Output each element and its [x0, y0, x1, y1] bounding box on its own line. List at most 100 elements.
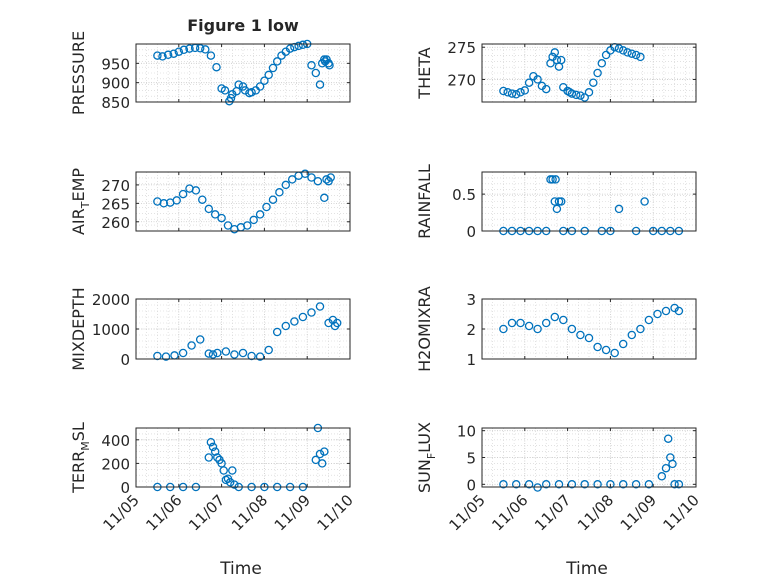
y-tick-label: 2	[466, 321, 476, 339]
data-point	[663, 434, 673, 443]
data-point	[223, 221, 233, 230]
axes-box	[135, 171, 351, 232]
data-point	[255, 210, 265, 219]
data-point	[179, 45, 189, 55]
y-tick-label: 0.5	[452, 186, 476, 204]
data-point	[559, 315, 568, 325]
data-point	[170, 351, 179, 360]
x-tick-label: 11/08	[574, 491, 617, 534]
data-point	[576, 330, 585, 340]
data-point	[219, 466, 228, 475]
x-tick-label: 11/05	[100, 491, 143, 534]
data-point	[322, 175, 331, 184]
data-point	[516, 88, 525, 97]
data-point	[507, 318, 517, 328]
data-point	[206, 51, 216, 60]
data-point	[311, 455, 321, 465]
data-point	[201, 45, 210, 54]
data-point	[178, 189, 188, 199]
data-point	[290, 317, 299, 326]
y-tick-label: 0	[120, 351, 130, 369]
data-point	[601, 345, 611, 355]
data-point	[307, 173, 316, 182]
data-point	[159, 199, 169, 208]
data-point	[268, 63, 278, 73]
data-point	[285, 44, 295, 53]
data-point	[298, 312, 308, 322]
data-point	[576, 91, 585, 100]
data-point	[315, 449, 325, 459]
data-point	[317, 459, 327, 468]
data-point	[541, 84, 551, 94]
data-point	[268, 195, 278, 204]
data-point	[234, 80, 243, 89]
data-point	[516, 318, 525, 328]
data-point	[311, 68, 321, 78]
data-point	[191, 186, 201, 195]
y-axis-label: PRESSURE	[69, 31, 88, 115]
data-point	[584, 333, 594, 343]
y-axis-label: H2OMIXRA	[415, 286, 434, 372]
data-point	[255, 352, 265, 361]
y-tick-label: 265	[101, 195, 130, 213]
data-point	[571, 90, 581, 100]
data-point	[556, 55, 566, 65]
data-point	[260, 76, 269, 85]
data-point	[272, 327, 282, 337]
data-point	[580, 480, 589, 489]
data-point	[541, 480, 551, 489]
x-tick-label: 11/07	[185, 491, 228, 534]
data-point	[610, 348, 619, 358]
y-axis-label: AIRTEMP	[69, 168, 92, 235]
data-point	[653, 309, 662, 319]
data-point	[185, 44, 194, 53]
data-point	[247, 351, 256, 361]
data-point	[548, 175, 557, 184]
y-tick-label: 0	[466, 223, 476, 241]
y-axis-label: TERRMSL	[69, 422, 92, 494]
data-point	[208, 442, 218, 452]
x-tick-label: 11/05	[446, 491, 489, 534]
data-point	[315, 302, 325, 311]
data-point	[614, 204, 624, 214]
axes-box	[481, 43, 697, 103]
data-point	[298, 40, 308, 50]
subplot-7: 0 200 400 TERRMSL 11/05 11/06 11/07 11/08 11/09 1…	[69, 422, 357, 579]
data-point	[255, 82, 265, 91]
x-tick-label: 11/10	[314, 491, 357, 534]
data-point	[657, 472, 667, 481]
x-tick-label: 11/09	[271, 491, 314, 534]
subplot-6: 1 2 3 H2OMIXRA	[415, 286, 697, 372]
data-point	[238, 348, 248, 358]
axes-box	[135, 43, 351, 103]
data-point	[606, 480, 615, 489]
y-tick-label: 0	[120, 479, 130, 497]
data-point	[163, 50, 173, 60]
data-point	[524, 78, 534, 87]
y-tick-label: 270	[101, 177, 130, 195]
data-point	[567, 324, 577, 334]
data-point	[275, 188, 284, 197]
data-point	[623, 48, 632, 57]
data-point	[563, 86, 572, 96]
data-point	[533, 75, 542, 84]
data-point	[670, 480, 679, 489]
data-point	[281, 180, 291, 190]
data-point	[300, 169, 310, 179]
data-point	[281, 321, 291, 331]
data-point	[153, 51, 162, 60]
data-point	[567, 480, 577, 489]
data-point	[243, 221, 252, 230]
data-point	[636, 52, 645, 62]
y-axis-label: MIXDEPTH	[69, 287, 88, 370]
data-point	[533, 324, 542, 334]
data-point	[332, 318, 342, 328]
data-point	[264, 345, 273, 355]
data-point	[524, 480, 534, 489]
data-point	[551, 175, 560, 184]
data-point	[636, 324, 645, 334]
